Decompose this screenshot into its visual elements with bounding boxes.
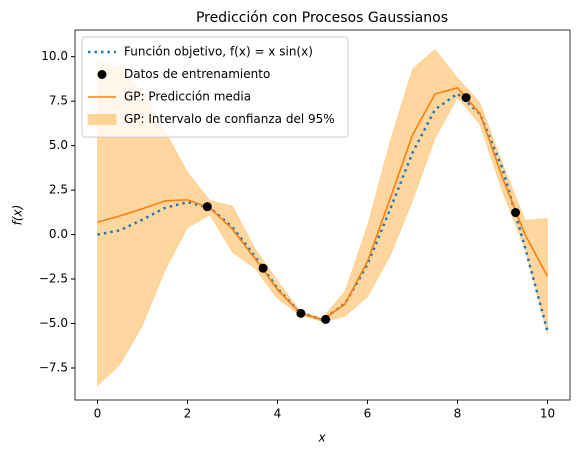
y-tick-label: 10.0 [41, 49, 68, 63]
confidence-band [97, 48, 548, 387]
x-axis-label: x [317, 431, 326, 445]
x-tick-label: 8 [454, 407, 462, 421]
y-tick-label: 7.5 [49, 94, 68, 108]
y-tick-label: −2.5 [39, 272, 68, 286]
x-tick-label: 4 [274, 407, 282, 421]
y-tick-label: 0.0 [49, 227, 68, 241]
data-point [321, 314, 331, 324]
x-tick-label: 10 [540, 407, 555, 421]
y-tick-label: −5.0 [39, 316, 68, 330]
chart-title: Predicción con Procesos Gaussianos [196, 10, 448, 26]
legend-swatch [97, 70, 107, 79]
legend-box [81, 36, 349, 138]
data-point [461, 93, 471, 103]
x-tick-label: 0 [94, 407, 102, 421]
data-point [258, 263, 268, 273]
legend-swatch [87, 114, 117, 125]
data-point [202, 202, 212, 212]
data-point [511, 208, 521, 218]
x-tick-label: 2 [184, 407, 192, 421]
y-tick-label: 5.0 [49, 138, 68, 152]
plot-frame [74, 29, 571, 401]
data-point [296, 308, 306, 318]
x-tick-label: 6 [364, 407, 372, 421]
y-tick-label: 2.5 [49, 183, 68, 197]
y-axis-label: f(x) [11, 205, 25, 226]
y-tick-label: −7.5 [39, 360, 68, 374]
legend-label: Datos de entrenamiento [124, 67, 270, 81]
legend-label: Función objetivo, f(x) = x sin(x) [124, 45, 313, 59]
legend-label: GP: Intervalo de confianza del 95% [124, 112, 335, 126]
legend-label: GP: Predicción media [124, 90, 251, 104]
